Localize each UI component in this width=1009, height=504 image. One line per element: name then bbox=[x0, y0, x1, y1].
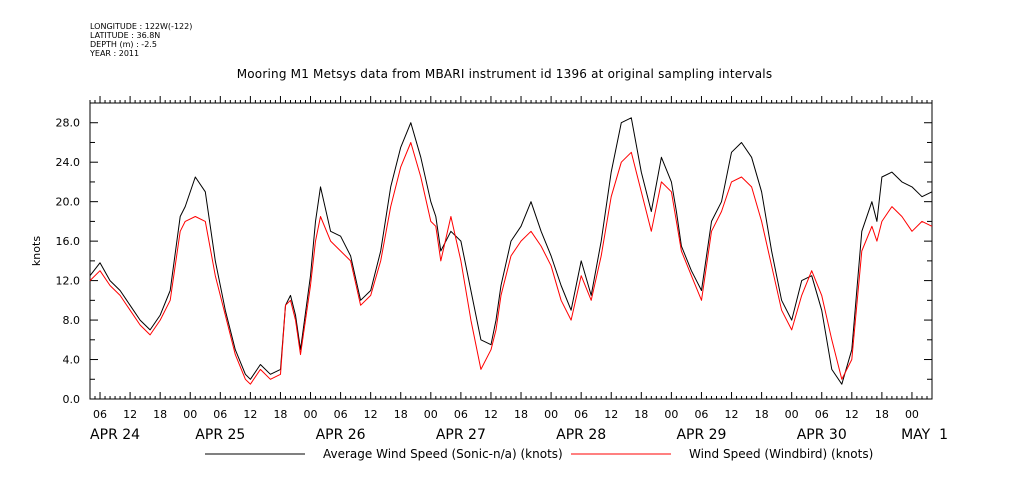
x-tick-label: 12 bbox=[845, 408, 859, 421]
y-tick-label: 24.0 bbox=[56, 156, 81, 169]
series-line-windbird-speed bbox=[89, 142, 933, 385]
date-label: APR 30 bbox=[797, 427, 847, 443]
legend: Average Wind Speed (Sonic-n/a) (knots) W… bbox=[205, 447, 873, 461]
x-tick-label: 06 bbox=[694, 408, 708, 421]
x-tick-label: 06 bbox=[574, 408, 588, 421]
x-tick-label: 00 bbox=[544, 408, 558, 421]
x-tick-label: 18 bbox=[634, 408, 648, 421]
y-tick-label: 0.0 bbox=[63, 393, 81, 406]
chart-title: Mooring M1 Metsys data from MBARI instru… bbox=[236, 67, 773, 81]
x-tick-label: 18 bbox=[273, 408, 287, 421]
x-tick-label: 00 bbox=[664, 408, 678, 421]
date-label: APR 25 bbox=[195, 427, 245, 443]
date-label: MAY 1 bbox=[901, 427, 948, 443]
x-tick-label: 18 bbox=[875, 408, 889, 421]
data-series bbox=[89, 117, 933, 385]
x-tick-label: 18 bbox=[755, 408, 769, 421]
legend-label-average-wind-speed: Average Wind Speed (Sonic-n/a) (knots) bbox=[323, 447, 563, 461]
y-tick-label: 12.0 bbox=[56, 275, 81, 288]
date-label: APR 29 bbox=[676, 427, 726, 443]
x-tick-label: 12 bbox=[725, 408, 739, 421]
metadata-block: LONGITUDE : 122W(-122) LATITUDE : 36.8N … bbox=[90, 22, 192, 58]
depth-label: DEPTH (m) : -2.5 bbox=[90, 40, 157, 49]
x-tick-label: 06 bbox=[815, 408, 829, 421]
legend-label-windbird-speed: Wind Speed (Windbird) (knots) bbox=[689, 447, 873, 461]
x-tick-label: 00 bbox=[424, 408, 438, 421]
date-labels: APR 24 APR 25 APR 26 APR 27 APR 28 APR 29 APR … bbox=[90, 427, 948, 443]
date-label: APR 24 bbox=[90, 427, 140, 443]
date-label: APR 27 bbox=[436, 427, 486, 443]
y-tick-label: 4.0 bbox=[63, 354, 81, 367]
date-label: APR 28 bbox=[556, 427, 606, 443]
x-tick-label: 06 bbox=[93, 408, 107, 421]
x-tick-label: 12 bbox=[364, 408, 378, 421]
axis-ticks bbox=[89, 96, 933, 400]
x-tick-label: 18 bbox=[153, 408, 167, 421]
y-axis-label: knots bbox=[30, 236, 43, 266]
x-tick-label: 06 bbox=[213, 408, 227, 421]
plot-frame bbox=[89, 102, 933, 400]
date-label: APR 26 bbox=[316, 427, 366, 443]
y-tick-label: 28.0 bbox=[56, 117, 81, 130]
x-tick-label: 00 bbox=[183, 408, 197, 421]
x-tick-label: 18 bbox=[514, 408, 528, 421]
y-tick-label: 8.0 bbox=[63, 314, 81, 327]
x-tick-label: 12 bbox=[484, 408, 498, 421]
latitude-label: LATITUDE : 36.8N bbox=[90, 31, 161, 40]
x-tick-label: 12 bbox=[243, 408, 257, 421]
series-line-average-wind-speed bbox=[89, 117, 933, 385]
y-tick-labels: 0.0 4.0 8.0 12.0 16.0 20.0 24.0 28.0 bbox=[56, 117, 81, 406]
x-tick-labels: 06 12 18 00 06 12 18 00 06 12 18 00 06 12 18 00 06 12 18 00… bbox=[93, 408, 919, 421]
y-tick-label: 16.0 bbox=[56, 235, 81, 248]
longitude-label: LONGITUDE : 122W(-122) bbox=[90, 22, 193, 31]
x-tick-label: 06 bbox=[454, 408, 468, 421]
x-tick-label: 00 bbox=[304, 408, 318, 421]
y-tick-label: 20.0 bbox=[56, 196, 81, 209]
year-label: YEAR : 2011 bbox=[90, 49, 140, 58]
x-tick-label: 00 bbox=[905, 408, 919, 421]
x-tick-label: 00 bbox=[785, 408, 799, 421]
x-tick-label: 12 bbox=[123, 408, 137, 421]
x-tick-label: 12 bbox=[604, 408, 618, 421]
x-tick-label: 06 bbox=[334, 408, 348, 421]
x-tick-label: 18 bbox=[394, 408, 408, 421]
